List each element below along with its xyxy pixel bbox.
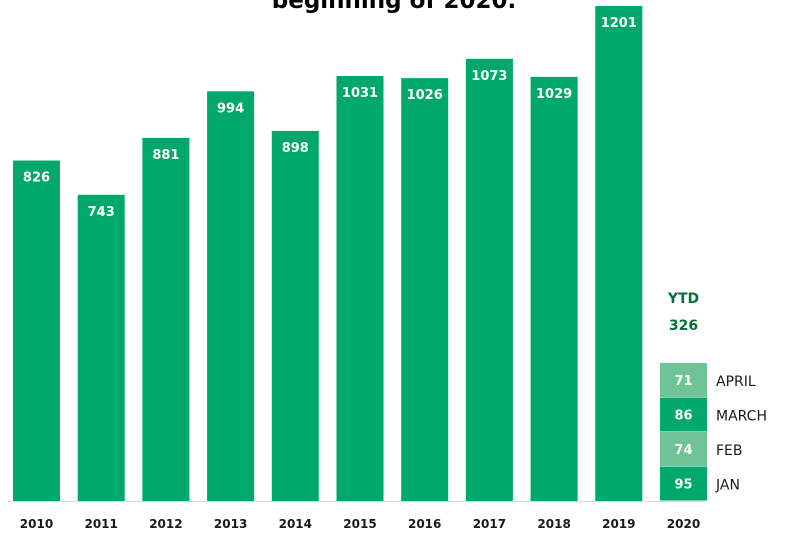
ytd-segment-value-jan: 95 xyxy=(674,478,692,493)
bar-2011 xyxy=(77,194,125,501)
bar-value-label-2010: 826 xyxy=(23,171,50,186)
ytd-month-label-march: MARCH xyxy=(716,409,767,425)
x-tick-label-2019: 2019 xyxy=(602,517,635,531)
bar-2018 xyxy=(530,76,578,501)
bar-value-label-2019: 1201 xyxy=(601,16,637,31)
ytd-segment-value-feb: 74 xyxy=(674,443,692,458)
ytd-month-label-feb: FEB xyxy=(716,443,743,459)
bar-value-label-2014: 898 xyxy=(282,141,309,156)
ytd-segment-april xyxy=(660,363,707,397)
bar-2010 xyxy=(13,160,60,501)
bar-2014 xyxy=(271,130,319,501)
ytd-segment-value-april: 71 xyxy=(674,374,692,389)
x-tick-label-2014: 2014 xyxy=(279,517,312,531)
ytd-segment-march xyxy=(660,397,707,432)
ytd-total: 326 xyxy=(669,318,698,334)
x-tick-label-2012: 2012 xyxy=(149,517,182,531)
bar-2015 xyxy=(336,76,384,501)
bar-value-label-2012: 881 xyxy=(152,148,179,163)
bar-2017 xyxy=(465,58,513,501)
x-tick-label-2018: 2018 xyxy=(537,517,570,531)
x-tick-label-2016: 2016 xyxy=(408,517,441,531)
bar-value-label-2016: 1026 xyxy=(407,88,443,103)
ytd-segment-feb xyxy=(660,432,707,466)
bar-value-label-2017: 1073 xyxy=(471,69,507,84)
bar-2013 xyxy=(207,91,255,501)
ytd-month-label-april: APRIL xyxy=(716,374,756,390)
x-tick-label-2020: 2020 xyxy=(667,517,700,531)
ytd-month-label-jan: JAN xyxy=(715,478,740,494)
ytd-label: YTD xyxy=(667,291,699,307)
bar-value-label-2015: 1031 xyxy=(342,86,378,101)
x-tick-label-2010: 2010 xyxy=(20,517,53,531)
bar-2016 xyxy=(401,78,449,502)
chart-title: beginning of 2020. xyxy=(271,0,517,14)
ytd-segment-value-march: 86 xyxy=(674,409,692,424)
x-tick-label-2017: 2017 xyxy=(473,517,506,531)
bar-2019 xyxy=(595,6,643,501)
bar-2012 xyxy=(142,137,190,502)
x-tick-label-2015: 2015 xyxy=(343,517,376,531)
x-tick-label-2011: 2011 xyxy=(84,517,117,531)
bar-value-label-2018: 1029 xyxy=(536,87,572,102)
x-tick-label-2013: 2013 xyxy=(214,517,247,531)
ytd-segment-jan xyxy=(660,466,707,501)
bar-value-label-2013: 994 xyxy=(217,101,244,116)
bar-value-label-2011: 743 xyxy=(88,205,115,220)
